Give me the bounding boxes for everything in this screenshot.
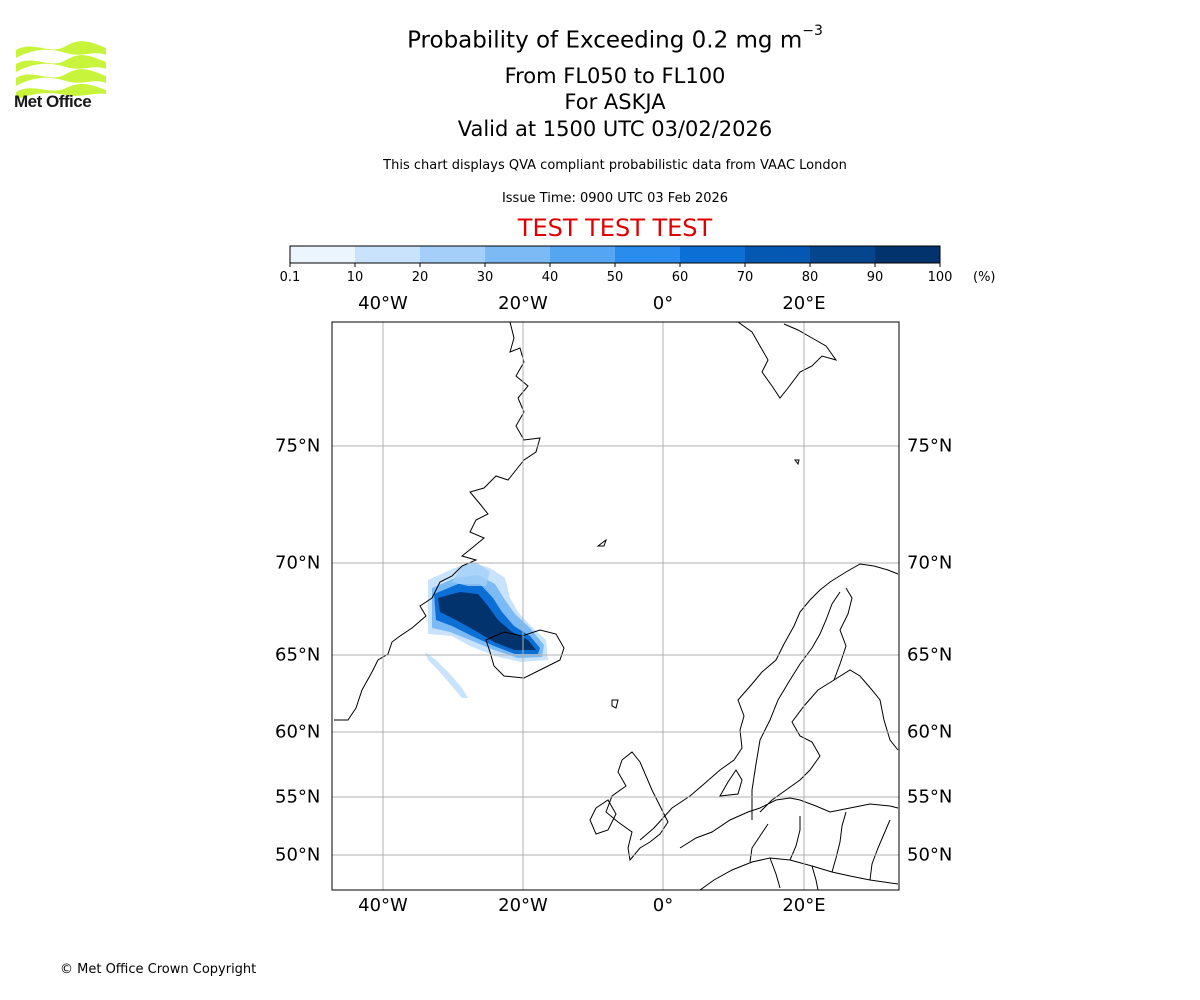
lon-label-bottom-0: 0° bbox=[652, 895, 674, 916]
greenland-coast bbox=[334, 322, 541, 721]
met-office-waves-icon bbox=[16, 41, 106, 100]
lat-label-right-65n: 65°N bbox=[907, 644, 953, 666]
ash-plume-north-lobe bbox=[452, 562, 490, 586]
colorbar-tick-label: 60 bbox=[671, 270, 689, 285]
valid-time: Valid at 1500 UTC 03/02/2026 bbox=[457, 117, 773, 141]
colorbar-segment bbox=[745, 246, 810, 263]
lat-label-left-70n: 70°N bbox=[275, 552, 321, 574]
lat-label-right-70n: 70°N bbox=[907, 552, 953, 574]
coastlines bbox=[334, 322, 899, 890]
lat-label-left-65n: 65°N bbox=[275, 644, 321, 666]
colorbar-segment bbox=[680, 246, 745, 263]
colorbar-tick-label: 40 bbox=[541, 270, 559, 285]
colorbar-tick-label: 100 bbox=[927, 270, 953, 285]
lon-label-bottom-20w: 20°W bbox=[498, 895, 548, 916]
lon-label-top-20e: 20°E bbox=[782, 293, 826, 314]
svalbard bbox=[737, 322, 838, 399]
colorbar-tick-label: 20 bbox=[411, 270, 429, 285]
continent-coast bbox=[679, 797, 899, 849]
colorbar-segment bbox=[485, 246, 550, 263]
map-frame bbox=[331, 321, 900, 891]
ash-probability-field bbox=[425, 562, 548, 698]
colorbar-segment bbox=[550, 246, 615, 263]
lat-label-right-60n: 60°N bbox=[907, 721, 953, 743]
lat-label-left-55n: 55°N bbox=[275, 786, 321, 808]
title-text: Probability of Exceeding 0.2 mg m bbox=[407, 27, 803, 54]
colorbar-tick-label: 70 bbox=[736, 270, 754, 285]
lat-label-right-75n: 75°N bbox=[907, 435, 953, 457]
test-banner: TEST TEST TEST bbox=[517, 214, 713, 242]
scandinavia-coast bbox=[639, 563, 899, 841]
finland-coast bbox=[833, 587, 853, 681]
colorbar-tick-label: 30 bbox=[476, 270, 494, 285]
colorbar-unit: (%) bbox=[973, 270, 996, 285]
title-exponent: −3 bbox=[802, 23, 823, 39]
ash-plume-tail bbox=[425, 652, 468, 698]
flight-level-range: From FL050 to FL100 bbox=[504, 64, 726, 88]
lon-label-bottom-40w: 40°W bbox=[358, 895, 408, 916]
colorbar-tick-label: 0.1 bbox=[279, 270, 301, 285]
british-isles bbox=[605, 751, 669, 862]
lon-label-top-0: 0° bbox=[652, 293, 674, 314]
europe-borders bbox=[699, 811, 899, 890]
lon-label-top-20w: 20°W bbox=[498, 293, 548, 314]
colorbar bbox=[289, 245, 941, 267]
jan-mayen bbox=[596, 538, 607, 547]
lat-label-left-60n: 60°N bbox=[275, 721, 321, 743]
data-note: This chart displays QVA compliant probab… bbox=[383, 158, 847, 173]
volcano-name: For ASKJA bbox=[564, 90, 666, 114]
met-office-logo-text: Met Office bbox=[14, 92, 92, 111]
issue-time: Issue Time: 0900 UTC 03 Feb 2026 bbox=[501, 191, 729, 206]
colorbar-segment bbox=[810, 246, 875, 263]
baltic-coast bbox=[759, 669, 899, 813]
ireland bbox=[589, 799, 617, 835]
colorbar-segment bbox=[615, 246, 680, 263]
colorbar-segment bbox=[290, 246, 355, 263]
norway-sweden-border bbox=[751, 591, 841, 820]
lat-label-left-50n: 50°N bbox=[275, 844, 321, 866]
lon-label-top-40w: 40°W bbox=[358, 293, 408, 314]
colorbar-segment bbox=[420, 246, 485, 263]
copyright-notice: © Met Office Crown Copyright bbox=[60, 962, 257, 977]
colorbar-tick-label: 80 bbox=[801, 270, 819, 285]
lat-label-left-75n: 75°N bbox=[275, 435, 321, 457]
ash-plume-core bbox=[438, 592, 536, 650]
colorbar-tick-label: 50 bbox=[606, 270, 624, 285]
graticule bbox=[332, 322, 899, 890]
denmark bbox=[719, 769, 743, 797]
lat-label-right-55n: 55°N bbox=[907, 786, 953, 808]
map-area bbox=[332, 322, 899, 890]
chart-title: Probability of Exceeding 0.2 mg m−3 bbox=[0, 23, 1200, 54]
faroe-islands bbox=[611, 699, 619, 709]
colorbar-segment bbox=[875, 246, 940, 263]
lon-label-bottom-20e: 20°E bbox=[782, 895, 826, 916]
bear-island bbox=[794, 459, 800, 466]
iceland-coast bbox=[485, 629, 565, 679]
colorbar-segment bbox=[355, 246, 420, 263]
lat-label-right-50n: 50°N bbox=[907, 844, 953, 866]
colorbar-tick-label: 90 bbox=[866, 270, 884, 285]
colorbar-tick-label: 10 bbox=[346, 270, 364, 285]
